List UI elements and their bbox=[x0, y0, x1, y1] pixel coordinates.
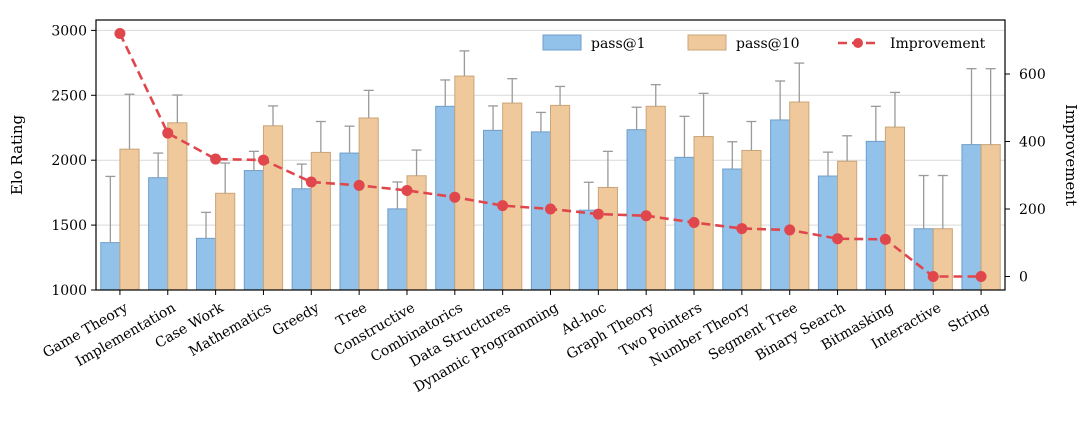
bar-pass@1 bbox=[626, 129, 647, 291]
improvement-point bbox=[162, 127, 174, 139]
bar-pass@10 bbox=[119, 148, 140, 291]
bar-pass@10 bbox=[884, 126, 906, 291]
y2-tick-label: 200 bbox=[1019, 202, 1046, 218]
bar-pass@10 bbox=[358, 117, 379, 291]
improvement-point bbox=[545, 203, 556, 215]
bar-pass@10 bbox=[837, 160, 858, 291]
improvement-point bbox=[114, 28, 126, 39]
bar-pass@10 bbox=[215, 192, 236, 291]
legend-label-Improvement: Improvement bbox=[890, 36, 986, 52]
improvement-point bbox=[640, 210, 652, 222]
bar-pass@10 bbox=[980, 144, 1001, 291]
bar-pass@1 bbox=[817, 175, 839, 291]
legend-swatch-pass@1 bbox=[542, 34, 582, 51]
y2-tick-label: 400 bbox=[1019, 135, 1046, 151]
improvement-point bbox=[736, 223, 748, 235]
bar-pass@1 bbox=[148, 177, 169, 291]
bar-pass@1 bbox=[243, 170, 264, 291]
improvement-point bbox=[305, 176, 317, 188]
bar-pass@10 bbox=[502, 102, 523, 291]
y-tick-label: 2000 bbox=[51, 153, 87, 169]
bar-pass@1 bbox=[578, 209, 599, 291]
y2-tick-label: 0 bbox=[1019, 270, 1028, 286]
y2-tick-label: 600 bbox=[1019, 67, 1046, 83]
y-tick-label: 3000 bbox=[51, 23, 87, 39]
bar-pass@1 bbox=[100, 242, 121, 291]
bar-pass@10 bbox=[550, 104, 571, 291]
bar-pass@10 bbox=[597, 186, 618, 291]
bar-pass@10 bbox=[741, 149, 762, 291]
improvement-point bbox=[688, 217, 700, 228]
bar-pass@10 bbox=[310, 151, 331, 291]
y2-axis-title: Improvement bbox=[1062, 104, 1080, 206]
bar-pass@1 bbox=[291, 188, 312, 291]
improvement-point bbox=[927, 271, 939, 282]
bar-pass@10 bbox=[645, 105, 666, 291]
improvement-line-group bbox=[114, 28, 987, 282]
bar-pass@10 bbox=[789, 101, 810, 291]
legend-marker-Improvement bbox=[853, 38, 863, 48]
bar-pass@1 bbox=[195, 237, 217, 291]
y-tick-label: 1000 bbox=[51, 283, 87, 299]
improvement-point bbox=[401, 184, 413, 196]
improvement-point bbox=[879, 233, 891, 245]
bar-pass@10 bbox=[693, 136, 714, 291]
x-tick-label: Mathematics bbox=[186, 300, 274, 360]
improvement-point bbox=[497, 200, 509, 212]
legend: pass@1 pass@10 Improvement bbox=[542, 34, 986, 52]
right-axis: 0 200 400 600 bbox=[1005, 67, 1046, 286]
bars-group bbox=[100, 75, 1001, 291]
bar-pass@1 bbox=[339, 152, 360, 291]
improvement-point bbox=[592, 208, 604, 220]
x-tick-label: String bbox=[945, 300, 991, 336]
y-tick-label: 2500 bbox=[51, 88, 87, 104]
improvement-point bbox=[449, 191, 461, 203]
bar-pass@10 bbox=[454, 75, 475, 291]
improvement-point bbox=[784, 224, 796, 236]
bar-pass@1 bbox=[387, 208, 408, 291]
legend-label-pass@10: pass@10 bbox=[736, 36, 800, 52]
bar-pass@10 bbox=[262, 125, 284, 291]
bar-pass@1 bbox=[770, 119, 791, 291]
improvement-point bbox=[832, 233, 844, 245]
improvement-point bbox=[353, 179, 365, 191]
y-tick-label: 1500 bbox=[51, 218, 87, 234]
improvement-point bbox=[210, 153, 222, 165]
error-bars-group bbox=[105, 50, 996, 243]
y-axis-title: Elo Rating bbox=[8, 114, 26, 195]
bar-pass@1 bbox=[865, 140, 886, 291]
improvement-point bbox=[975, 271, 987, 282]
bar-pass@1 bbox=[961, 144, 982, 291]
improvement-point bbox=[257, 154, 269, 166]
legend-swatch-pass@10 bbox=[687, 34, 727, 51]
legend-label-pass@1: pass@1 bbox=[591, 36, 646, 52]
left-axis: 1000 1500 2000 2500 3000 bbox=[51, 23, 96, 299]
x-tick-label: Greedy bbox=[270, 300, 323, 340]
bar-pass@10 bbox=[167, 122, 188, 291]
